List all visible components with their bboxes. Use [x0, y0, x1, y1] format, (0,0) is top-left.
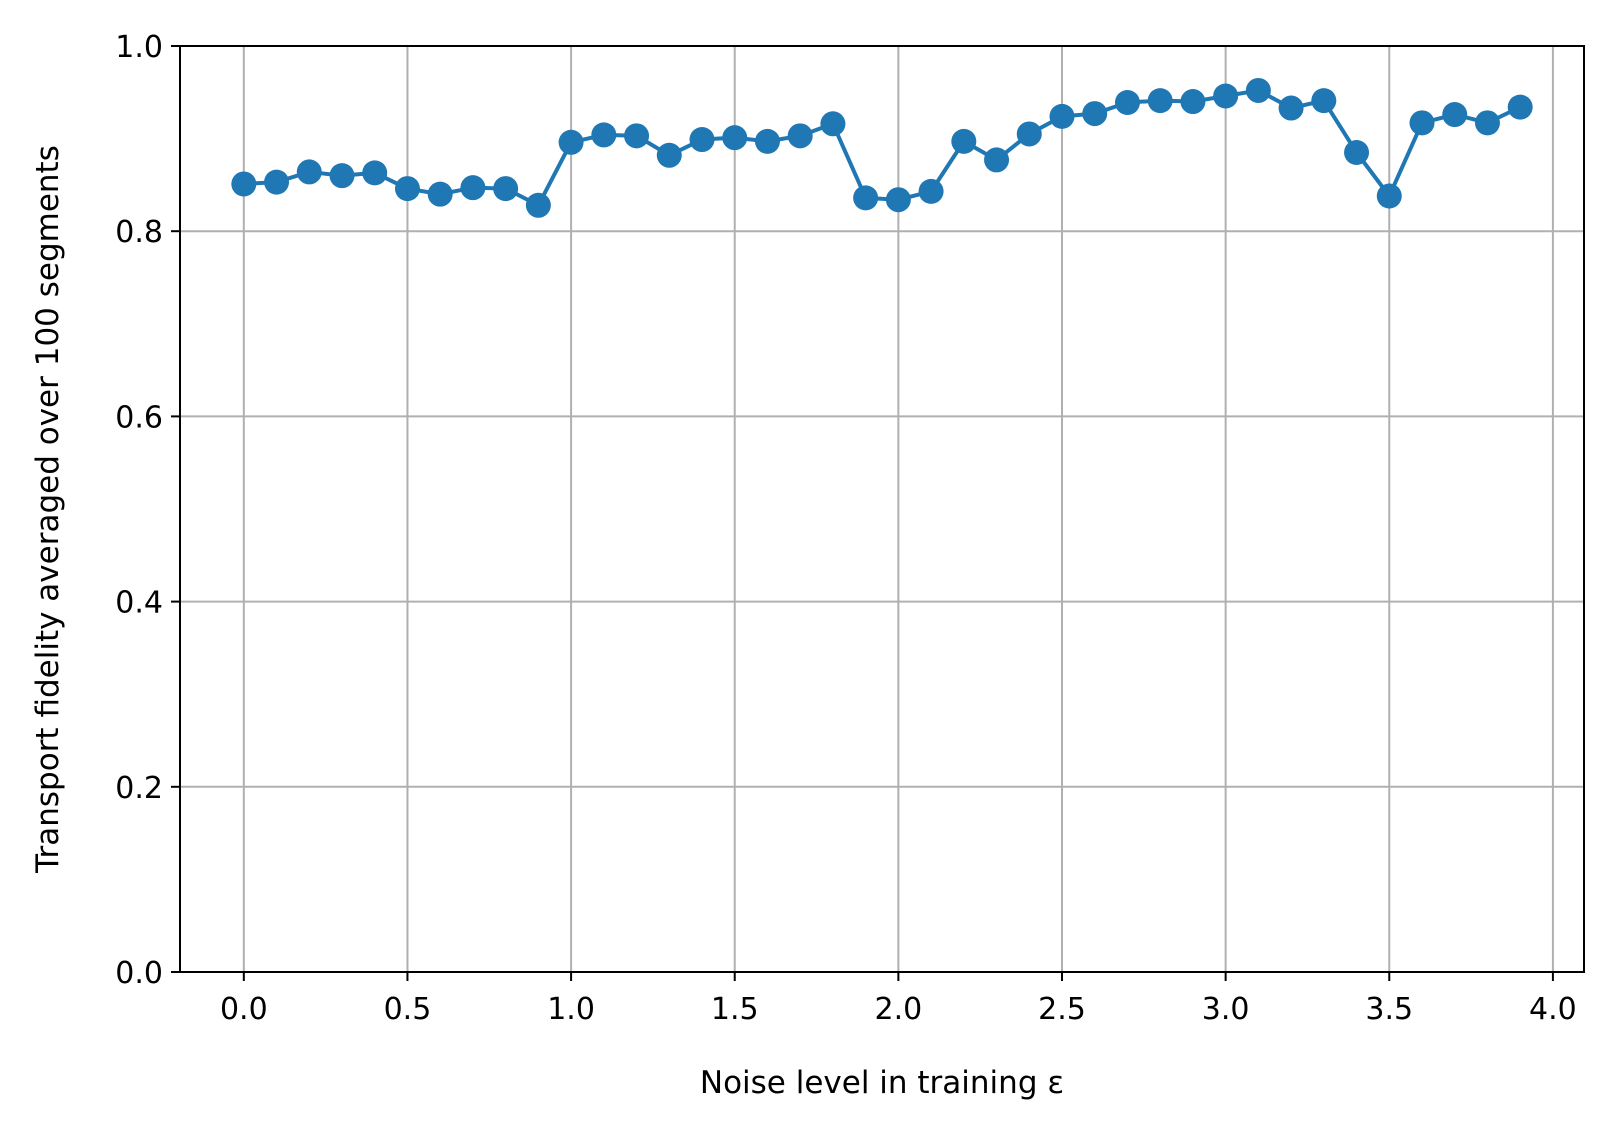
data-point — [1376, 183, 1402, 209]
x-tick-label: 3.5 — [1365, 992, 1413, 1027]
y-tick-label: 0.8 — [115, 215, 163, 250]
plot-frame — [179, 45, 1585, 973]
data-point — [1442, 102, 1468, 128]
data-point — [525, 192, 551, 218]
grid — [180, 45, 1584, 973]
data-point — [1344, 139, 1370, 165]
data-point — [885, 187, 911, 213]
data-point — [1278, 95, 1304, 121]
x-tick-label: 2.0 — [875, 992, 923, 1027]
data-point — [1114, 89, 1140, 115]
data-point — [689, 127, 715, 153]
data-point — [1245, 77, 1271, 103]
data-point — [1180, 89, 1206, 115]
data-point — [394, 176, 420, 202]
data-point — [1311, 88, 1337, 114]
x-tick-label: 1.0 — [547, 992, 595, 1027]
data-point — [656, 142, 682, 168]
data-point — [591, 122, 617, 148]
y-tick-label: 0.4 — [115, 586, 163, 621]
data-point — [918, 178, 944, 204]
data-point — [787, 123, 813, 149]
x-tick-label: 3.0 — [1202, 992, 1250, 1027]
y-tick-label: 0.6 — [115, 400, 163, 435]
data-point — [558, 129, 584, 155]
data-point — [1082, 101, 1108, 127]
y-tick-label: 0.0 — [115, 956, 163, 991]
data-point — [460, 175, 486, 201]
x-tick-label: 0.0 — [220, 992, 268, 1027]
x-tick-label: 0.5 — [384, 992, 432, 1027]
y-tick-label: 1.0 — [115, 30, 163, 65]
data-point — [1507, 94, 1533, 120]
data-point — [493, 176, 519, 202]
data-point — [1147, 88, 1173, 114]
data-point — [264, 169, 290, 195]
data-point — [951, 128, 977, 154]
data-point — [296, 159, 322, 185]
x-tick-label: 1.5 — [711, 992, 759, 1027]
series-layer — [231, 77, 1533, 218]
data-point — [231, 171, 257, 197]
data-point — [1213, 83, 1239, 109]
data-point — [427, 181, 453, 207]
x-axis-label: Noise level in training ε — [700, 1065, 1064, 1101]
data-point — [820, 111, 846, 137]
data-point — [853, 185, 879, 211]
data-point — [1409, 110, 1435, 136]
data-point — [329, 163, 355, 189]
data-point — [624, 123, 650, 149]
data-point — [1016, 121, 1042, 147]
x-tick-label: 4.0 — [1529, 992, 1577, 1027]
x-tick-label: 2.5 — [1038, 992, 1086, 1027]
series-line — [243, 88, 1522, 208]
y-tick-label: 0.2 — [115, 771, 163, 806]
data-point — [984, 147, 1010, 173]
data-point — [1474, 110, 1500, 136]
data-point — [754, 128, 780, 154]
axis-ticks: 0.0 0.5 1.0 1.5 2.0 2.5 3.0 3.5 4.0 0.0 0.2 0.4 0.6 0… — [115, 30, 1576, 1027]
data-point — [1049, 103, 1075, 129]
data-point — [362, 160, 388, 186]
data-point — [722, 125, 748, 151]
y-axis-label: Transport fidelity averaged over 100 seg… — [30, 145, 66, 874]
